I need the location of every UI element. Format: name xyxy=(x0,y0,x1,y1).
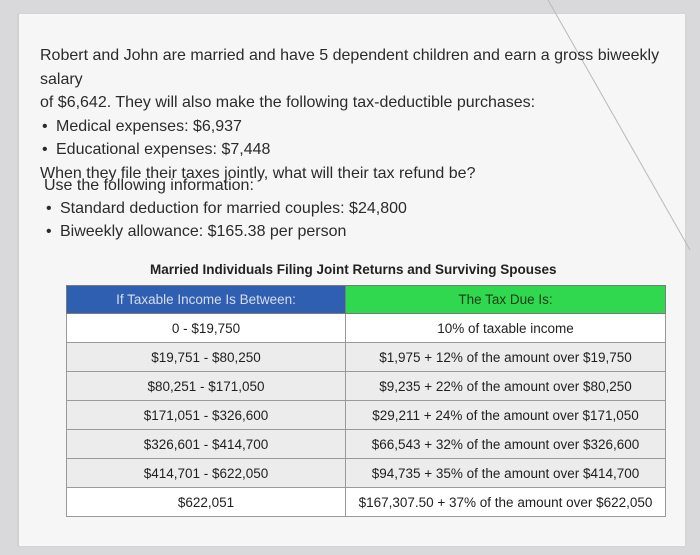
income-range-cell: 0 - $19,750 xyxy=(66,313,346,343)
tax-due-cell: 10% of taxable income xyxy=(345,313,666,343)
income-range-cell: $19,751 - $80,250 xyxy=(66,342,346,372)
purchase-item-educational: Educational expenses: $7,448 xyxy=(42,138,690,162)
table-row: $171,051 - $326,600 $29,211 + 24% of the… xyxy=(66,400,666,430)
given-information: Use the following information: Standard … xyxy=(44,174,644,243)
info-item-standard-deduction: Standard deduction for married couples: … xyxy=(46,197,644,220)
table-row: $414,701 - $622,050 $94,735 + 35% of the… xyxy=(66,458,666,488)
table-row: $326,601 - $414,700 $66,543 + 32% of the… xyxy=(66,429,666,459)
purchase-item-medical: Medical expenses: $6,937 xyxy=(42,115,690,139)
income-range-cell: $171,051 - $326,600 xyxy=(66,400,346,430)
tax-due-cell: $66,543 + 32% of the amount over $326,60… xyxy=(345,429,666,459)
tax-table-title: Married Individuals Filing Joint Returns… xyxy=(150,262,557,277)
income-range-cell: $622,051 xyxy=(66,487,346,517)
header-taxable-income: If Taxable Income Is Between: xyxy=(66,285,346,314)
header-tax-due: The Tax Due Is: xyxy=(345,285,666,314)
tax-due-cell: $167,307.50 + 37% of the amount over $62… xyxy=(345,487,666,517)
info-list: Standard deduction for married couples: … xyxy=(44,197,644,243)
income-range-cell: $414,701 - $622,050 xyxy=(66,458,346,488)
tax-due-cell: $29,211 + 24% of the amount over $171,05… xyxy=(345,400,666,430)
info-item-biweekly-allowance: Biweekly allowance: $165.38 per person xyxy=(46,220,644,243)
tax-due-cell: $9,235 + 22% of the amount over $80,250 xyxy=(345,371,666,401)
tax-due-cell: $1,975 + 12% of the amount over $19,750 xyxy=(345,342,666,372)
tax-due-cell: $94,735 + 35% of the amount over $414,70… xyxy=(345,458,666,488)
table-header-row: If Taxable Income Is Between: The Tax Du… xyxy=(66,285,666,314)
problem-question: When they file their taxes jointly, what… xyxy=(40,164,476,182)
problem-line-2: of $6,642. They will also make the follo… xyxy=(40,94,536,111)
table-row: 0 - $19,750 10% of taxable income xyxy=(66,313,666,343)
info-intro: Use the following information: xyxy=(44,177,254,194)
income-range-cell: $80,251 - $171,050 xyxy=(66,371,346,401)
table-row: $622,051 $167,307.50 + 37% of the amount… xyxy=(66,487,666,517)
purchase-list: Medical expenses: $6,937 Educational exp… xyxy=(40,115,690,162)
table-row: $80,251 - $171,050 $9,235 + 22% of the a… xyxy=(66,371,666,401)
problem-line-1: Robert and John are married and have 5 d… xyxy=(40,47,660,88)
table-row: $19,751 - $80,250 $1,975 + 12% of the am… xyxy=(66,342,666,372)
tax-bracket-table: If Taxable Income Is Between: The Tax Du… xyxy=(66,285,666,517)
income-range-cell: $326,601 - $414,700 xyxy=(66,429,346,459)
problem-statement: Robert and John are married and have 5 d… xyxy=(40,44,690,185)
